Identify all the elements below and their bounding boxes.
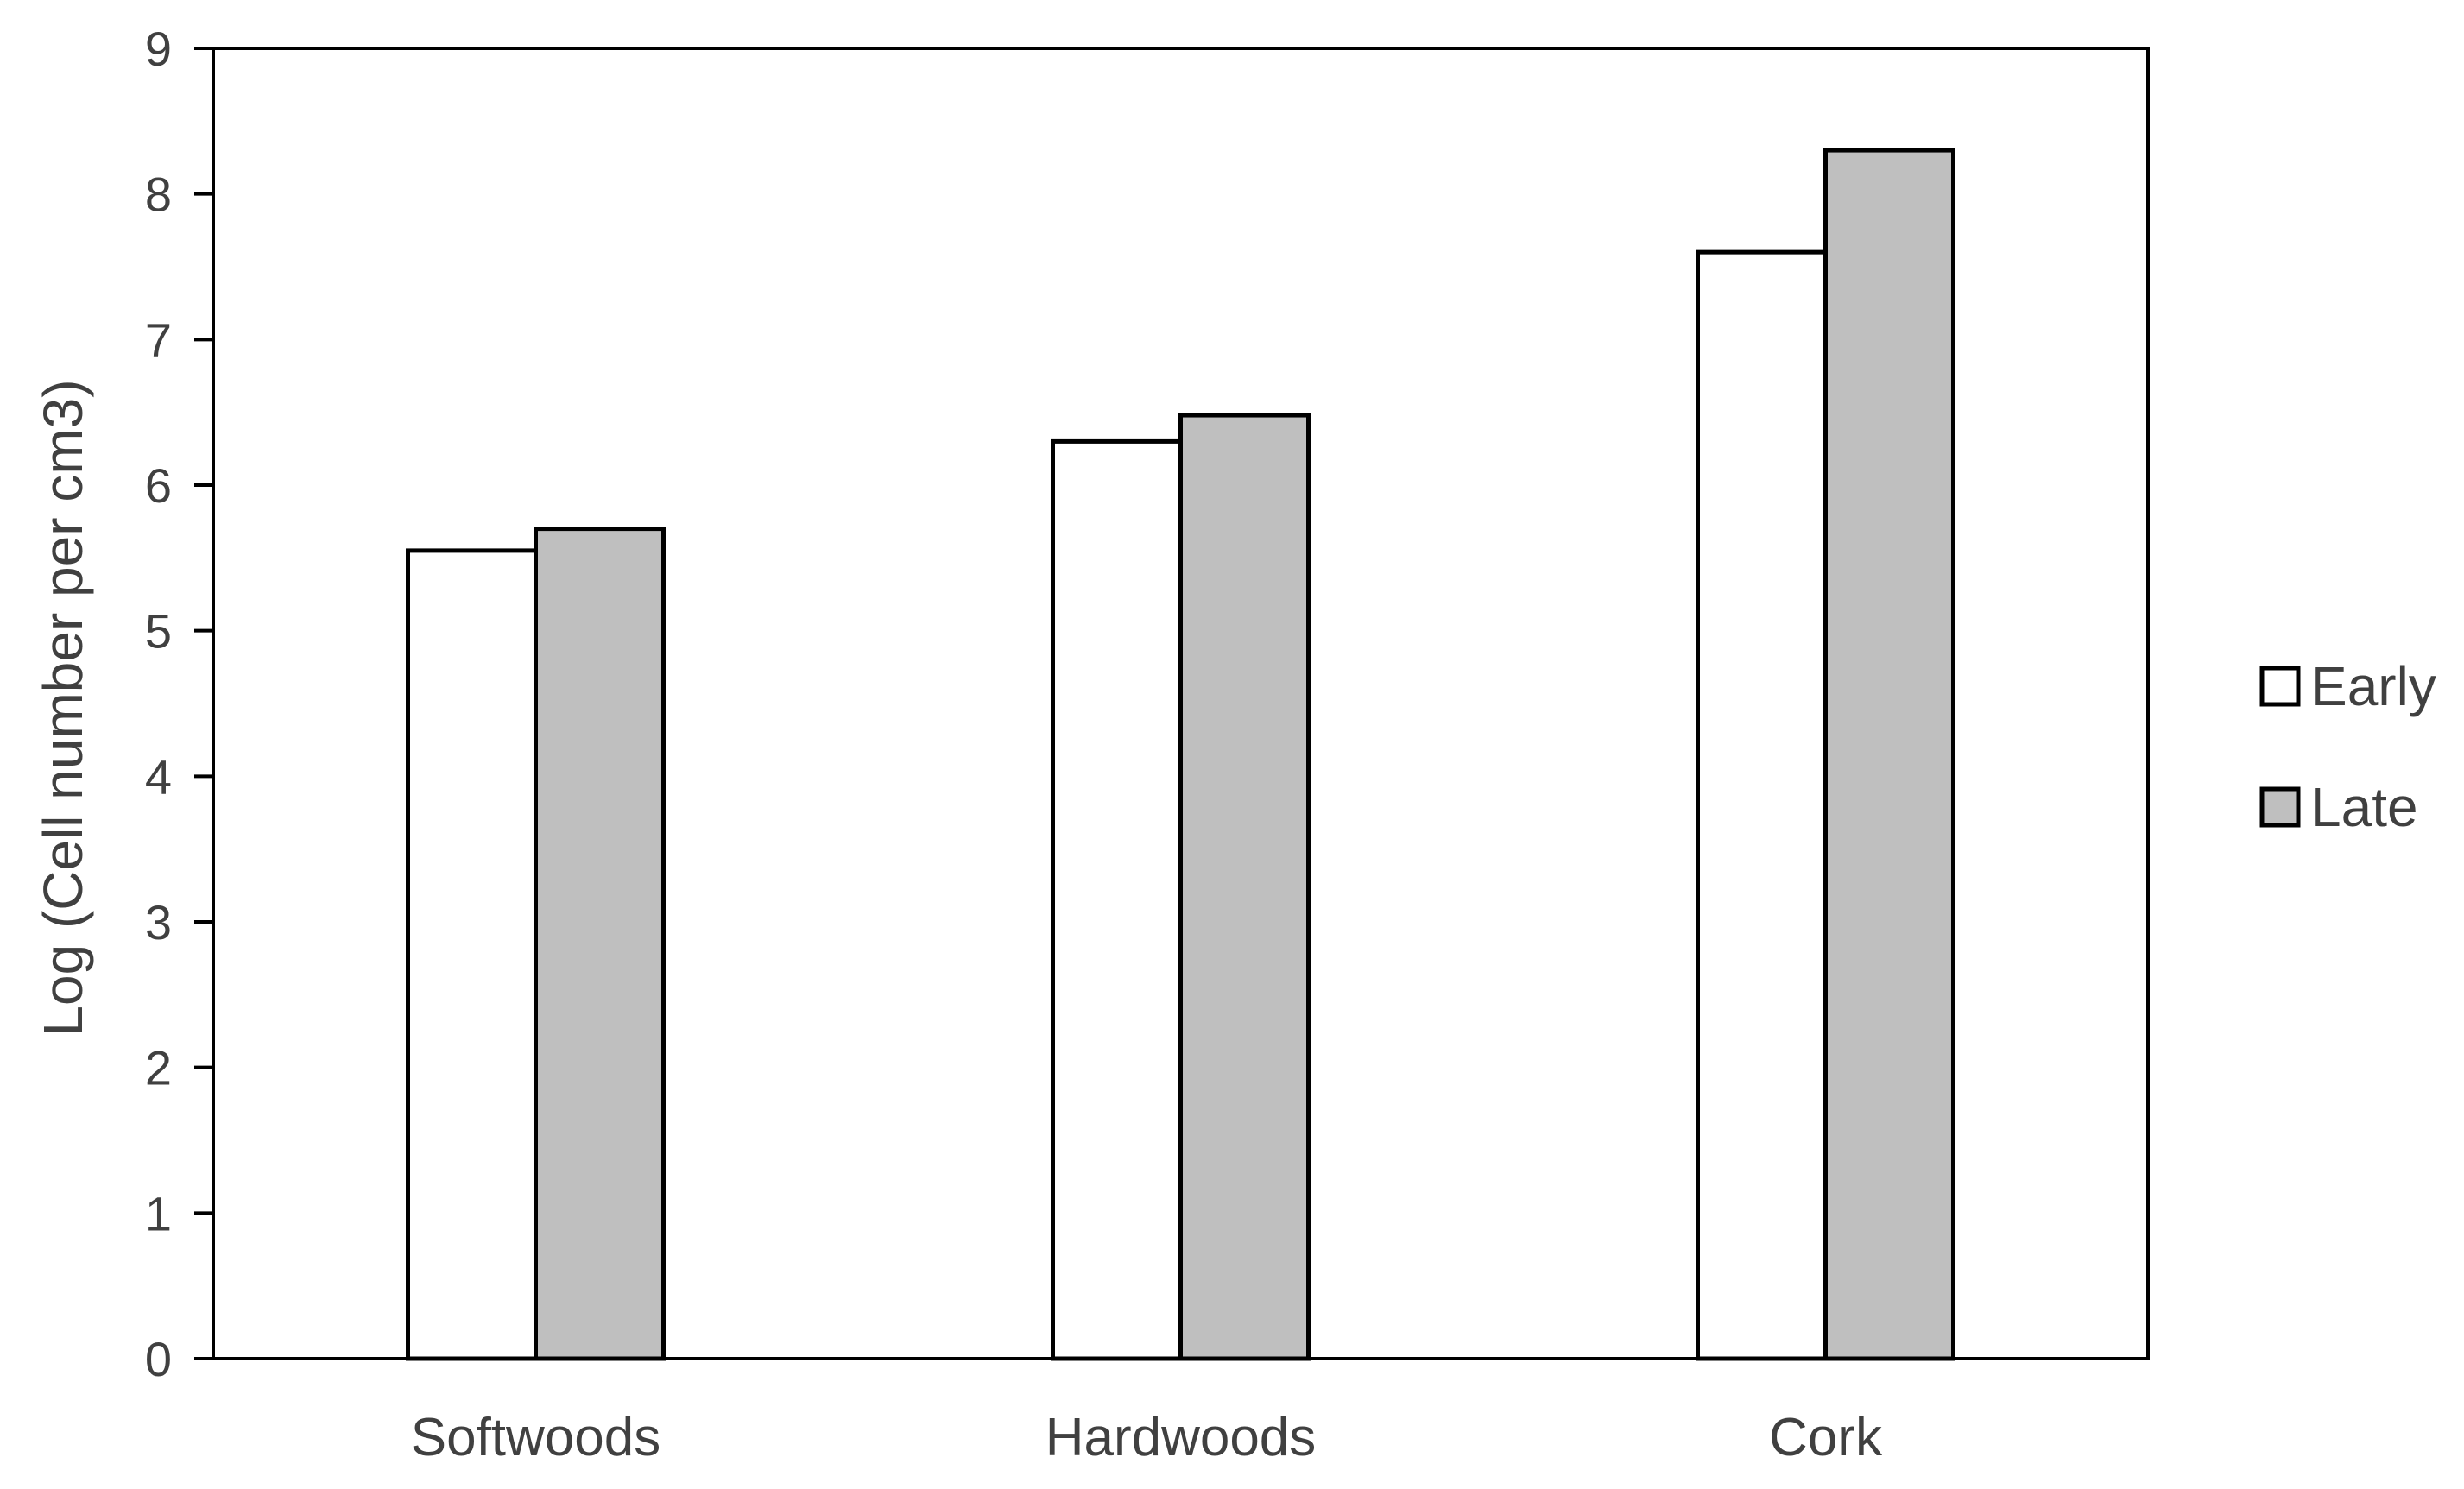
bar-early-softwoods xyxy=(406,548,538,1361)
bar-late-softwoods xyxy=(534,527,666,1361)
legend-label-late: Late xyxy=(2310,776,2418,838)
y-tick-label: 7 xyxy=(145,312,172,367)
y-tick-label: 0 xyxy=(145,1332,172,1386)
y-tick-label: 1 xyxy=(145,1186,172,1240)
bar-late-cork xyxy=(1823,148,1955,1361)
y-tick-label: 5 xyxy=(145,604,172,659)
x-category-label: Hardwoods xyxy=(1046,1408,1317,1467)
y-tick-label: 6 xyxy=(145,458,172,513)
legend-swatch-late xyxy=(2259,786,2301,828)
x-category-label: Softwoods xyxy=(411,1408,661,1467)
y-axis-title: Log (Cell number per cm3) xyxy=(32,379,94,1036)
y-tick-label: 3 xyxy=(145,895,172,950)
y-tick-label: 8 xyxy=(145,167,172,222)
legend: Early Late xyxy=(2259,655,2436,838)
y-tick-label: 9 xyxy=(145,22,172,76)
bar-early-hardwoods xyxy=(1051,438,1183,1361)
y-tick-label: 4 xyxy=(145,749,172,804)
x-category-label: Cork xyxy=(1769,1408,1883,1467)
bar-late-hardwoods xyxy=(1178,413,1311,1361)
bar-early-cork xyxy=(1696,249,1828,1361)
y-tick-label: 2 xyxy=(145,1041,172,1095)
legend-label-early: Early xyxy=(2310,655,2436,717)
legend-swatch-early xyxy=(2259,666,2301,707)
